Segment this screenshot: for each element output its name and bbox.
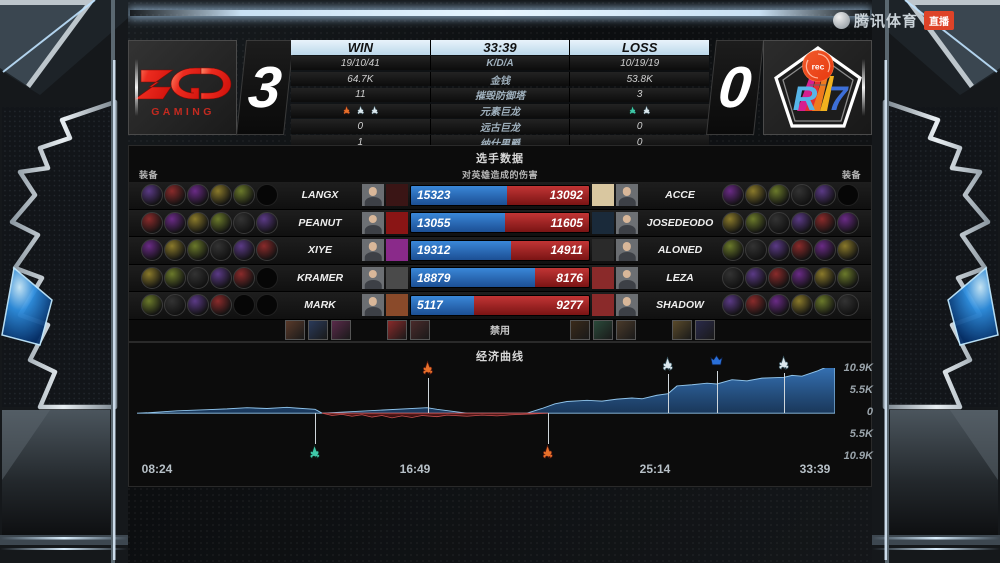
svg-text:GAMING: GAMING [151, 106, 215, 118]
svg-text:R: R [792, 80, 817, 118]
svg-text:7: 7 [828, 80, 849, 118]
svg-text:rec: rec [811, 61, 824, 71]
